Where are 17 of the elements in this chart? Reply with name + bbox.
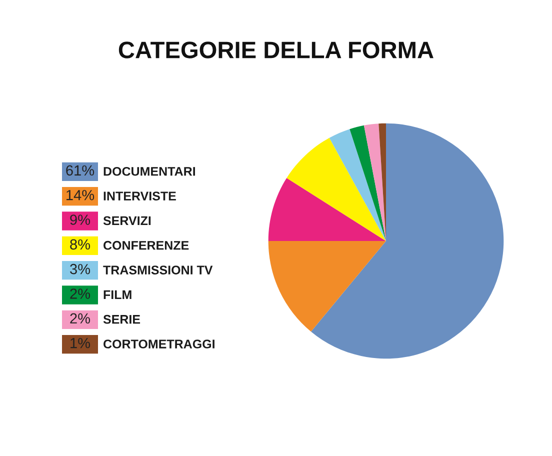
data-label: 2% xyxy=(70,313,90,324)
data-label: 2% xyxy=(70,288,90,299)
data-label: 3% xyxy=(70,264,90,274)
legend-label: SERIE xyxy=(103,314,140,324)
legend-label: DOCUMENTARI xyxy=(104,166,195,176)
data-label: 1% xyxy=(70,338,90,348)
legend-label: INTERVISTE xyxy=(104,192,176,200)
data-label: 14% xyxy=(66,190,94,200)
data-label: 61% xyxy=(66,165,94,176)
legend-label: TRASMISSIONI TV xyxy=(103,266,213,274)
data-label: 9% xyxy=(70,214,90,225)
data-label: 8% xyxy=(70,239,90,250)
legend-label: CONFERENZE xyxy=(104,240,189,250)
legend-label: FILM xyxy=(104,290,132,299)
legend-label: SERVIZI xyxy=(103,216,151,226)
chart-title: CATEGORIE DELLA FORMA xyxy=(118,42,434,58)
legend-label: CORTOMETRAGGI xyxy=(104,340,214,348)
